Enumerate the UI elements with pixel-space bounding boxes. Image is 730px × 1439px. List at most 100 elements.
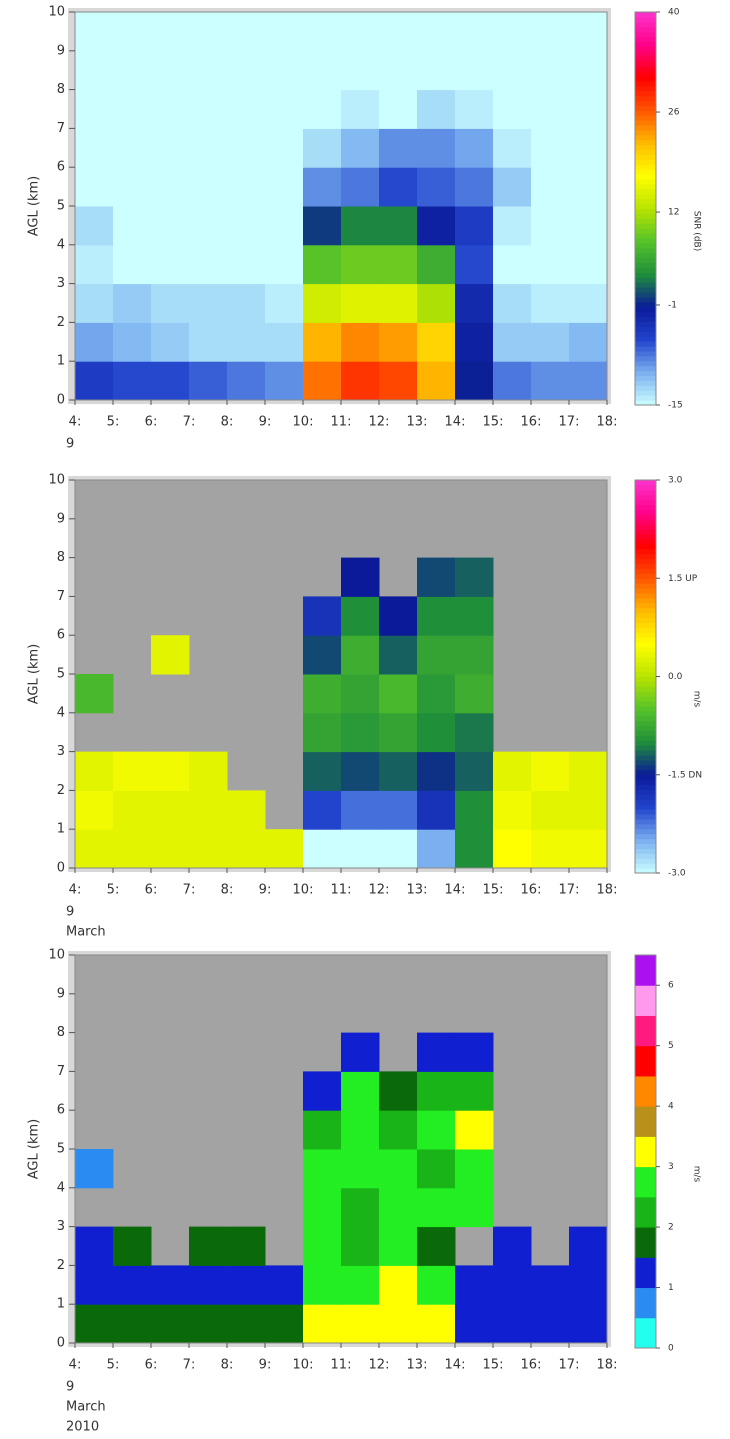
heat-cell [189,322,228,362]
heat-cell [417,1265,456,1305]
heat-cell [113,1265,152,1305]
heat-cell [341,244,380,285]
colorbar-band [635,553,656,560]
colorbar-band [635,578,656,584]
x-tick-label: 6: [145,883,158,898]
colorbar-label: m/s [692,691,702,708]
heat-cell [493,128,532,168]
colorbar-band [635,110,656,116]
heat-cell [493,322,532,362]
heat-cell [569,751,608,791]
heat-cell [569,283,608,323]
colorbar-tick-label: 0 [668,1344,674,1354]
colorbar-tick-label: -3.0 [668,869,686,879]
y-tick-label: 4 [57,237,65,252]
heat-cell [417,322,456,362]
heat-cell [417,1071,456,1111]
heat-cell [569,206,608,246]
y-tick-label: 2 [57,1258,65,1273]
heat-cell [417,1149,456,1189]
colorbar-band [635,524,656,530]
x-tick-label: 13: [407,415,428,430]
colorbar-band [635,66,656,72]
heat-cell [455,829,494,869]
colorbar-band [635,223,656,229]
heat-cell [379,596,418,636]
y-tick-label: 4 [57,705,65,720]
colorbar-band [635,705,656,712]
heat-cell [379,751,418,791]
colorbar-band [635,208,656,214]
heat-cell [455,635,494,675]
colorbar-band [635,36,656,42]
x-tick-label: 8: [221,1358,234,1373]
heat-cell [303,128,342,168]
colorbar-band [635,70,656,77]
heat-cell [113,1304,152,1344]
colorbar-band [635,360,656,367]
heat-cell [303,1071,342,1111]
heat-cell [493,1265,532,1305]
colorbar-band [635,1317,656,1349]
colorbar-band [635,134,656,141]
y-tick-label: 2 [57,315,65,330]
heat-cell [379,1071,418,1111]
colorbar-band [635,715,656,722]
heat-cell [227,361,266,401]
colorbar-band [635,105,656,111]
colorbar-band [635,75,656,82]
colorbar-band [635,494,656,501]
colorbar-band [635,627,656,633]
colorbar-band [635,301,656,308]
heat-cell [341,128,380,168]
colorbar-band [635,1257,656,1289]
y-axis-label: AGL (km) [27,644,42,704]
heat-cell [341,674,380,714]
y-tick-label: 10 [48,948,65,963]
colorbar-band [635,848,656,854]
colorbar-band [635,193,656,200]
colorbar-band [635,1015,656,1047]
colorbar-band [635,760,656,766]
heat-cell [341,829,380,869]
x-tick-label: 11: [331,1358,352,1373]
colorbar-band [635,779,656,786]
y-tick-label: 3 [57,744,65,759]
x-tick-label: 10: [293,1358,314,1373]
heat-cell [455,712,494,753]
colorbar-band [635,484,656,491]
colorbar-band [635,804,656,810]
colorbar-band [635,558,656,565]
colorbar-tick-label: 3.0 [668,476,683,486]
heat-cell [151,128,190,168]
heat-cell [75,206,114,246]
heat-cell [417,50,456,91]
colorbar-band [635,789,656,795]
heat-cell [303,674,342,714]
x-tick-label: 8: [221,883,234,898]
x-tick-label: 11: [331,415,352,430]
colorbar-band [635,336,656,342]
x-tick-label: 17: [559,415,580,430]
heat-cell [417,1110,456,1150]
y-tick-label: 8 [57,1025,65,1040]
colorbar-tick-label: -15 [668,401,683,411]
colorbar-band [635,583,656,589]
x-tick-label: 10: [293,883,314,898]
heat-cell [303,89,342,129]
heat-cell [379,89,418,129]
colorbar-band [635,350,656,357]
colorbar-border [634,11,657,406]
heat-cell [341,1226,380,1266]
heat-cell [151,167,190,207]
colorbar-band [635,1166,656,1198]
colorbar-band [635,602,656,609]
y-tick-label: 0 [57,861,65,876]
colorbar-band [635,955,656,986]
colorbar-band [635,188,656,195]
colorbar-band [635,1227,656,1258]
x-tick-label: 12: [369,883,390,898]
heat-cell [227,206,266,246]
heat-cell [151,361,190,401]
